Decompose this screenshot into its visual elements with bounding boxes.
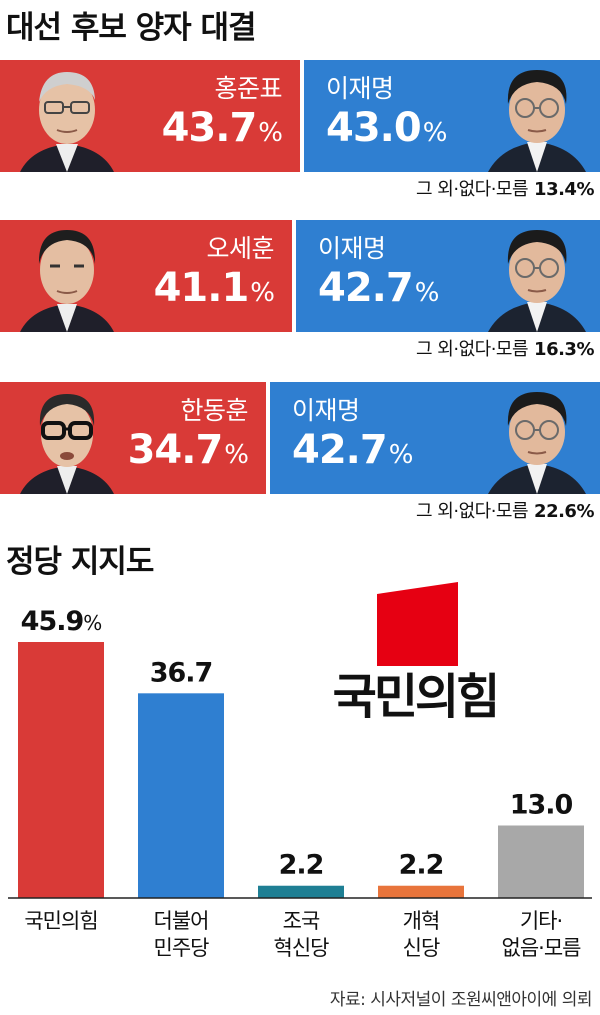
bar-value-label: 45.9% (21, 606, 102, 637)
bar-value-unit: % (83, 611, 101, 635)
candidate-pct: 41.1% (153, 265, 275, 311)
candidate-left-panel: 오세훈 41.1% (0, 220, 292, 332)
category-label-line: 민주당 (154, 936, 210, 960)
chart-title: 정당 지지도 (6, 544, 154, 580)
candidate-left-text: 한동훈 34.7% (127, 396, 249, 479)
candidate-right-text: 이재명 42.7% (292, 396, 413, 479)
category-label-line: 기타· (520, 909, 562, 933)
candidate-portrait-icon (482, 220, 592, 332)
category-label-line: 더불어 (154, 909, 209, 933)
matchups-title: 대선 후보 양자 대결 (6, 10, 257, 46)
matchup-3: 한동훈 34.7% 이재명 42.7% 그 외·없다·모름 22.6% (0, 382, 600, 522)
candidate-right-text: 이재명 43.0% (326, 74, 447, 157)
candidate-pct: 43.7% (161, 105, 283, 151)
candidate-name: 이재명 (292, 396, 360, 425)
candidate-name: 홍준표 (214, 74, 282, 103)
bar-5 (498, 825, 584, 898)
candidate-right-panel: 이재명 42.7% (296, 220, 600, 332)
ppp-logo-mark-icon (377, 582, 458, 666)
bar-3 (258, 885, 344, 898)
category-label-line: 없음·모름 (502, 936, 582, 960)
candidate-name: 한동훈 (180, 396, 248, 425)
bar-value-label: 13.0 (510, 789, 573, 820)
category-label: 국민의힘 (24, 909, 97, 933)
ppp-logo-text: 국민의힘 (333, 669, 498, 725)
others-note: 그 외·없다·모름 13.4% (416, 179, 594, 200)
candidate-portrait-icon (482, 60, 592, 172)
candidate-pct: 42.7% (318, 265, 439, 311)
bar-1 (18, 642, 104, 898)
candidate-left-text: 오세훈 41.1% (153, 234, 275, 317)
candidate-pct: 42.7% (292, 427, 413, 473)
candidate-portrait-icon (12, 382, 122, 494)
category-label: 기타· 없음·모름 (502, 909, 582, 960)
candidate-name: 이재명 (318, 234, 386, 263)
category-label-line: 조국 (283, 909, 320, 933)
source-note: 자료: 시사저널이 조원씨앤아이에 의뢰 (329, 990, 593, 1010)
candidate-pct: 34.7% (127, 427, 249, 473)
candidate-right-panel: 이재명 42.7% (270, 382, 600, 494)
bars-group: 45.9% 36.7 2.2 2.2 13.0 (18, 606, 584, 898)
candidate-portrait-icon (12, 60, 122, 172)
category-label-line: 신당 (403, 936, 440, 960)
bar-value-label: 2.2 (399, 850, 444, 881)
candidate-left-text: 홍준표 43.7% (161, 74, 283, 157)
bar-value-label: 36.7 (150, 657, 213, 688)
matchup-2: 오세훈 41.1% 이재명 42.7% 그 외·없다·모름 16.3% (0, 220, 600, 360)
candidate-right-panel: 이재명 43.0% (304, 60, 600, 172)
candidate-left-panel: 홍준표 43.7% (0, 60, 300, 172)
category-label-line: 국민의힘 (24, 909, 97, 933)
others-note: 그 외·없다·모름 16.3% (416, 339, 594, 360)
ppp-logo: 국민의힘 (333, 582, 500, 725)
candidate-left-panel: 한동훈 34.7% (0, 382, 266, 494)
candidate-right-text: 이재명 42.7% (318, 234, 439, 317)
candidate-name: 오세훈 (206, 234, 274, 263)
candidate-portrait-icon (482, 382, 592, 494)
matchup-1: 홍준표 43.7% 이재명 43.0% 그 외·없다·모름 13.4% (0, 60, 600, 200)
bar-4 (378, 885, 464, 898)
category-label-line: 혁신당 (274, 936, 330, 960)
candidate-name: 이재명 (326, 74, 394, 103)
others-note: 그 외·없다·모름 22.6% (416, 501, 594, 522)
category-label-line: 개혁 (403, 909, 440, 933)
candidate-pct: 43.0% (326, 105, 447, 151)
candidate-portrait-icon (12, 220, 122, 332)
bar-value-label: 2.2 (279, 850, 324, 881)
bar-2 (138, 693, 224, 898)
